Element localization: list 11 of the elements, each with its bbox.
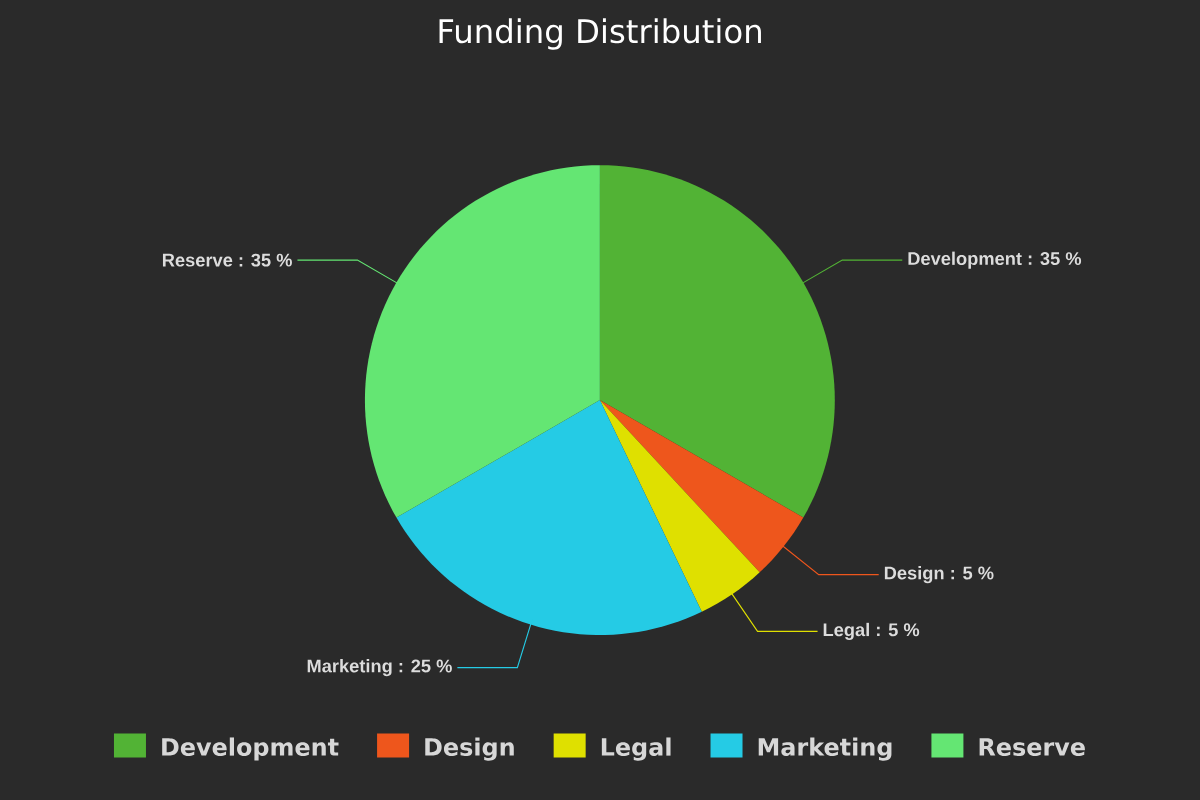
legend-label: Marketing xyxy=(758,737,892,761)
legend-label: Development xyxy=(162,737,339,761)
chart-title: Funding Distribution xyxy=(439,18,761,50)
data-label: Marketing : 25 % xyxy=(307,659,452,677)
data-label: Development : 35 % xyxy=(908,251,1082,269)
data-label: Design : 5 % xyxy=(884,566,994,584)
legend-label: Legal xyxy=(601,737,671,761)
data-label: Legal : 5 % xyxy=(823,622,920,640)
legend-label: Reserve xyxy=(979,738,1085,756)
data-label: Reserve : 35 % xyxy=(162,253,292,267)
legend-label: Design xyxy=(425,737,514,761)
